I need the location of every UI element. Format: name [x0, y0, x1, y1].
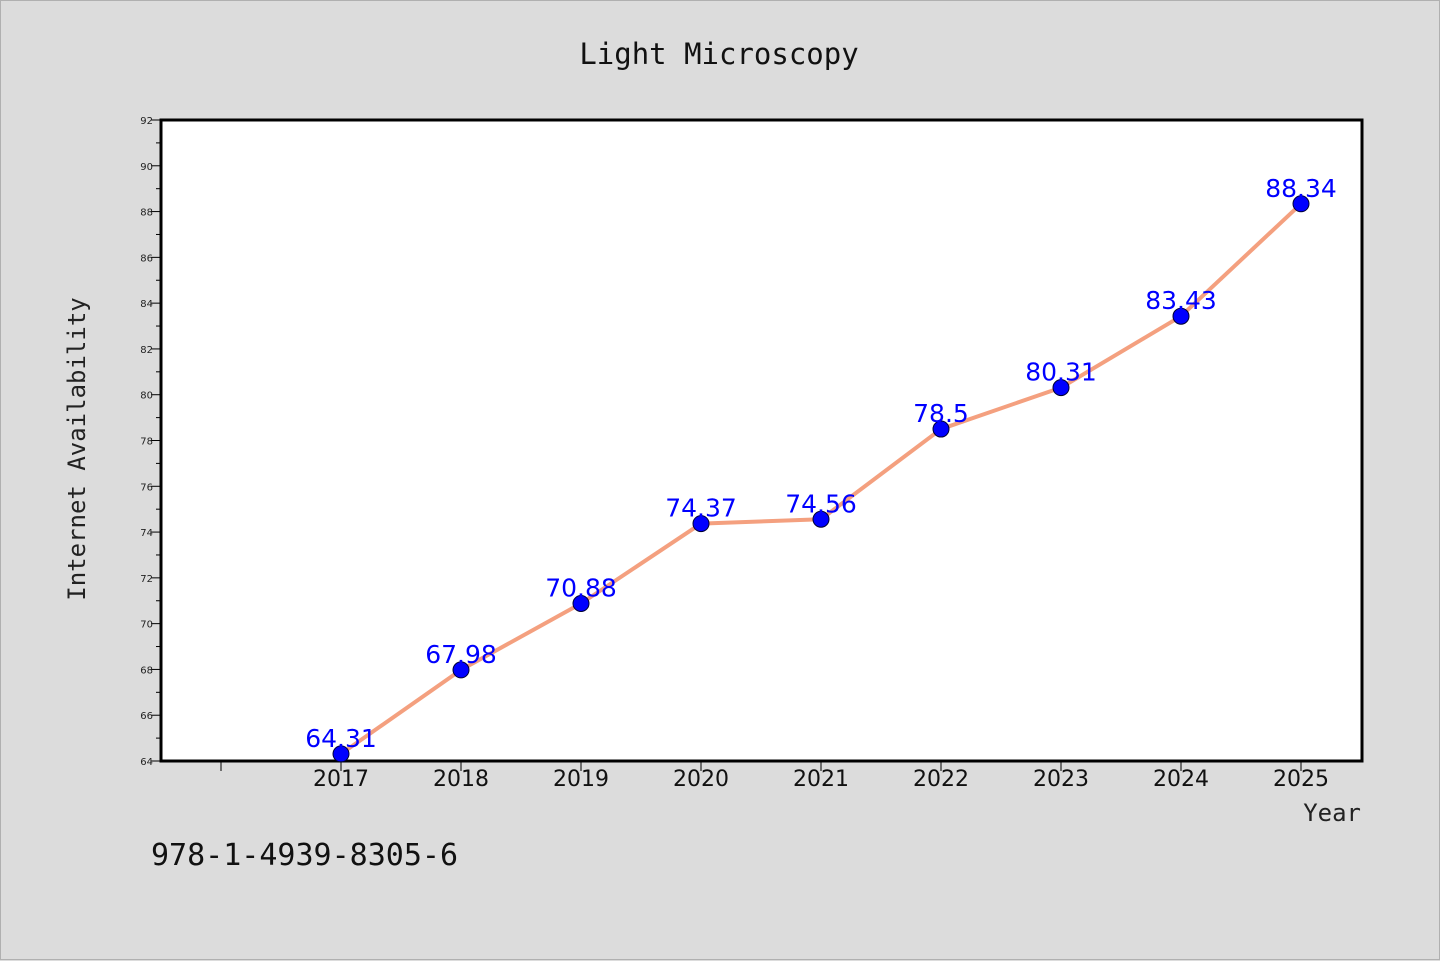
y-tick-label: 70 — [140, 620, 153, 631]
plot-area — [159, 118, 1364, 763]
y-tick-label: 82 — [140, 345, 153, 356]
data-point — [332, 745, 350, 763]
footer-isbn: 978-1-4939-8305-6 — [151, 838, 458, 873]
y-tick-label: 78 — [140, 437, 153, 448]
x-tick-label: 2017 — [313, 767, 369, 792]
y-tick-label: 88 — [140, 208, 153, 219]
data-point — [692, 515, 710, 533]
y-tick-label: 84 — [140, 299, 153, 310]
data-label: 67.98 — [425, 640, 497, 669]
data-label: 70.88 — [545, 573, 617, 602]
y-tick-label: 76 — [140, 482, 153, 493]
x-tick-label: 2023 — [1033, 767, 1089, 792]
series: 64.31 67.98 70.88 74.37 74.56 78.5 80.31 83.43 8… — [305, 174, 1337, 763]
x-tick-label: 2024 — [1153, 767, 1209, 792]
y-tick-label: 86 — [140, 253, 153, 264]
data-point — [1172, 307, 1190, 325]
data-point — [932, 420, 950, 438]
x-tick-label: 2020 — [673, 767, 729, 792]
data-label: 74.37 — [665, 494, 737, 523]
x-tick-label: 2019 — [553, 767, 609, 792]
y-axis: 64 66 68 70 72 74 76 78 80 82 84 86 88 90 92 — [140, 116, 161, 768]
y-tick-label: 92 — [140, 116, 153, 127]
y-tick-label: 68 — [140, 665, 153, 676]
x-tick-label: 2018 — [433, 767, 489, 792]
chart-title: Light Microscopy — [579, 37, 858, 71]
y-tick-label: 64 — [140, 757, 153, 768]
x-tick-label: 2021 — [793, 767, 849, 792]
y-tick-label: 72 — [140, 574, 153, 585]
y-tick-label: 66 — [140, 711, 153, 722]
data-label: 64.31 — [305, 724, 377, 753]
x-axis-label: Year — [1303, 799, 1361, 827]
y-tick-label: 90 — [140, 162, 153, 173]
y-axis-label: Internet Availability — [63, 297, 91, 600]
x-tick-label: 2022 — [913, 767, 969, 792]
data-point — [1292, 195, 1310, 213]
y-tick-label: 80 — [140, 391, 153, 402]
data-label: 80.31 — [1025, 358, 1097, 387]
data-point — [452, 661, 470, 679]
data-label: 74.56 — [785, 489, 857, 518]
data-label: 78.5 — [913, 399, 969, 428]
x-tick-label: 2025 — [1273, 767, 1329, 792]
data-point — [1052, 379, 1070, 397]
data-label: 83.43 — [1145, 286, 1217, 315]
data-point — [572, 594, 590, 612]
y-tick-label: 74 — [140, 528, 153, 539]
x-axis: 2017 2018 2019 2020 2021 2022 2023 2024 2025 — [220, 761, 1329, 792]
data-label: 88.34 — [1265, 174, 1337, 203]
data-point — [812, 510, 830, 528]
